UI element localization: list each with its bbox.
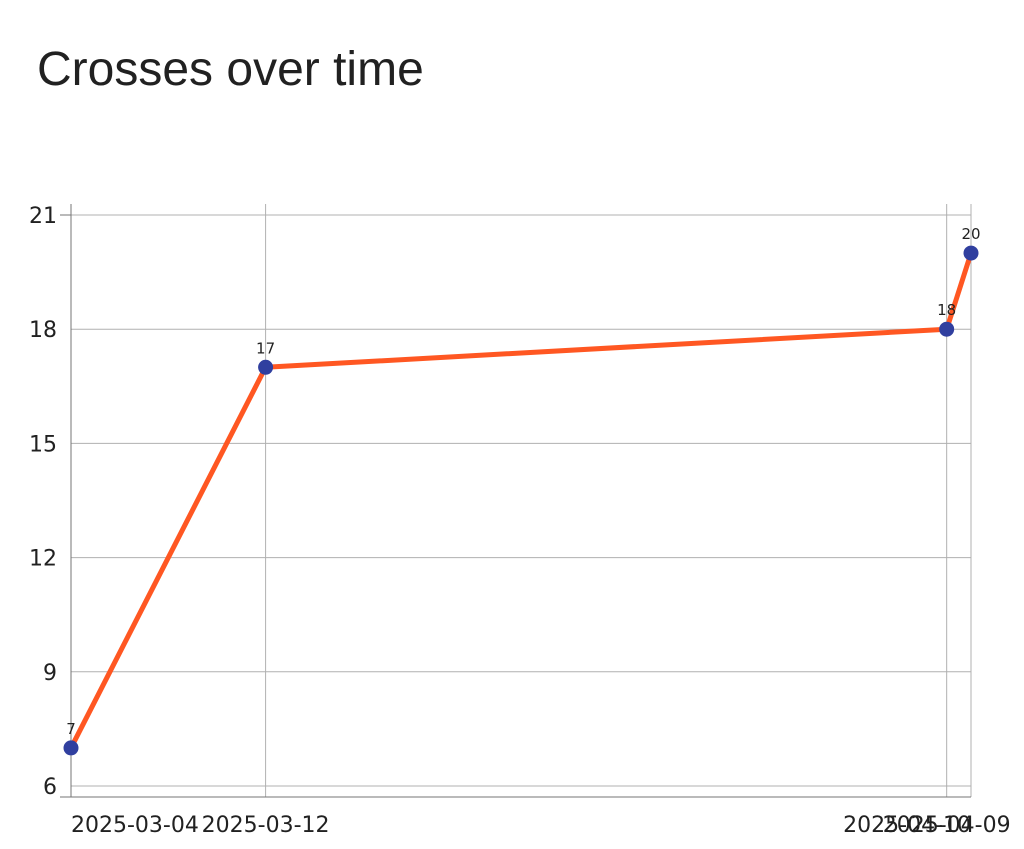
data-label: 17 [256, 339, 275, 357]
series [63, 245, 979, 756]
axes [60, 204, 971, 798]
x-tick-label: 2025-04-10 [843, 813, 971, 838]
chart-title: Crosses over time [37, 43, 424, 96]
data-label: 7 [66, 720, 76, 738]
x-tick-label: 2025-03-04 [71, 813, 199, 838]
y-tick-label: 15 [29, 432, 57, 457]
y-tick-label: 18 [29, 318, 57, 343]
x-tick-label: 2025-03-12 [202, 813, 330, 838]
y-tick-label: 21 [29, 204, 57, 229]
data-label: 20 [961, 225, 980, 243]
x-tick-label: 2025-04-09 [883, 813, 1011, 838]
grid-lines [70, 204, 972, 797]
data-point [963, 245, 979, 261]
y-tick-label: 6 [43, 775, 57, 800]
series-line [68, 250, 974, 751]
labels: 6 9 12 15 18 21 2025-03-04 2025-03-12 2025-04-09… [29, 204, 1011, 838]
data-point [258, 359, 274, 375]
y-tick-label: 9 [43, 661, 57, 686]
data-label: 18 [937, 301, 956, 319]
data-point [63, 740, 79, 756]
y-tick-label: 12 [29, 547, 57, 572]
data-point [939, 321, 955, 337]
